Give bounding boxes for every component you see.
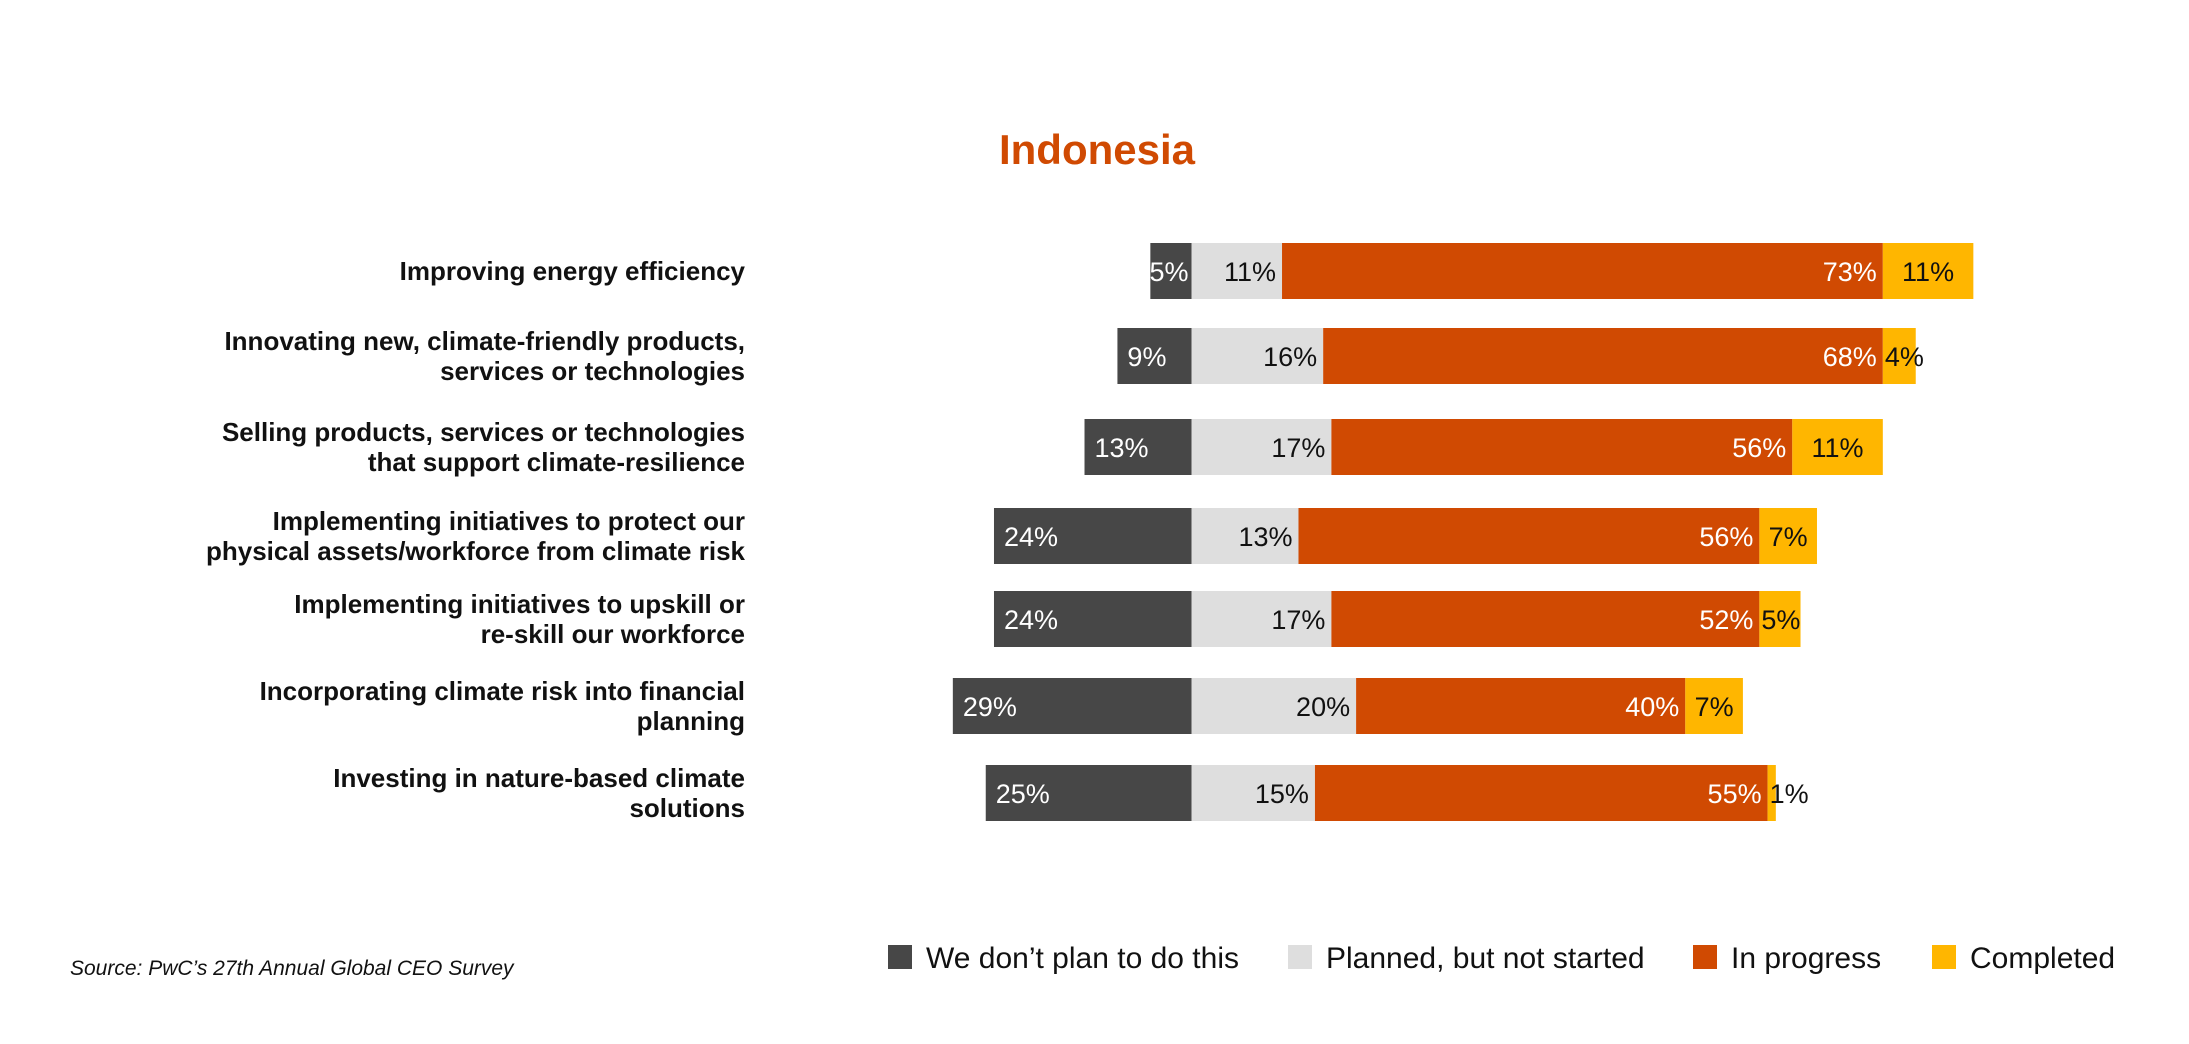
bar-segment bbox=[1191, 508, 1299, 564]
data-label: 7% bbox=[1769, 522, 1808, 552]
data-label: 11% bbox=[1812, 433, 1864, 463]
legend-label: Planned, but not started bbox=[1326, 942, 1645, 975]
legend: We don’t plan to do this Planned, but not… bbox=[888, 942, 2115, 975]
category-label: re-skill our workforce bbox=[481, 619, 745, 649]
bars-layer: Improving energy efficiency 5% 11% 73% 11% In… bbox=[206, 243, 1974, 823]
bar-segment bbox=[1356, 678, 1686, 734]
legend-item: We don’t plan to do this bbox=[888, 942, 1239, 975]
legend-swatch bbox=[888, 945, 912, 969]
category-label: Incorporating climate risk into financia… bbox=[260, 676, 745, 706]
bar-segment bbox=[1117, 328, 1192, 384]
data-label: 16% bbox=[1263, 342, 1317, 372]
bar-segment bbox=[1191, 591, 1332, 647]
data-label: 25% bbox=[996, 779, 1050, 809]
bar-segment bbox=[1150, 243, 1192, 299]
bar-row: Innovating new, climate-friendly product… bbox=[224, 326, 1923, 386]
bar-segment bbox=[1331, 591, 1760, 647]
data-label: 17% bbox=[1271, 433, 1325, 463]
data-label: 73% bbox=[1823, 257, 1877, 287]
legend-swatch bbox=[1288, 945, 1312, 969]
data-label: 13% bbox=[1095, 433, 1149, 463]
bar-segment bbox=[1882, 243, 1974, 299]
category-label: Implementing initiatives to protect our bbox=[273, 506, 745, 536]
data-label: 4% bbox=[1885, 342, 1924, 372]
bar-row: Incorporating climate risk into financia… bbox=[260, 676, 1743, 736]
data-label: 11% bbox=[1224, 257, 1276, 287]
category-label: solutions bbox=[629, 793, 745, 823]
legend-item: In progress bbox=[1693, 942, 1881, 975]
category-label: Investing in nature-based climate bbox=[333, 763, 745, 793]
source-note: Source: PwC’s 27th Annual Global CEO Sur… bbox=[70, 957, 515, 980]
data-label: 55% bbox=[1708, 779, 1762, 809]
bar-segment bbox=[1685, 678, 1743, 734]
bar-row: Investing in nature-based climatesolutio… bbox=[333, 763, 1808, 823]
bar-segment bbox=[1331, 419, 1793, 475]
data-label: 13% bbox=[1238, 522, 1292, 552]
legend-label: Completed bbox=[1970, 942, 2115, 975]
data-label: 56% bbox=[1732, 433, 1786, 463]
category-label: Improving energy efficiency bbox=[400, 256, 746, 286]
bar-segment bbox=[1882, 328, 1916, 384]
bar-segment bbox=[993, 508, 1192, 564]
bar-segment bbox=[1191, 765, 1315, 821]
data-label: 68% bbox=[1823, 342, 1877, 372]
bar-segment bbox=[1759, 508, 1817, 564]
data-label: 1% bbox=[1770, 779, 1809, 809]
bar-segment bbox=[1759, 591, 1801, 647]
data-label: 52% bbox=[1699, 605, 1753, 635]
bar-segment bbox=[1282, 243, 1883, 299]
bar-row: Improving energy efficiency 5% 11% 73% 11% bbox=[400, 243, 1974, 299]
legend-swatch bbox=[1693, 945, 1717, 969]
data-label: 5% bbox=[1761, 605, 1800, 635]
bar-segment bbox=[1323, 328, 1883, 384]
category-label: Implementing initiatives to upskill or bbox=[294, 589, 745, 619]
category-label: that support climate-resilience bbox=[368, 447, 745, 477]
data-label: 24% bbox=[1004, 522, 1058, 552]
bar-row: Implementing initiatives to upskill orre… bbox=[294, 589, 1801, 649]
data-label: 9% bbox=[1127, 342, 1166, 372]
bar-segment bbox=[985, 765, 1192, 821]
data-label: 24% bbox=[1004, 605, 1058, 635]
bar-segment bbox=[952, 678, 1192, 734]
bar-segment bbox=[1191, 243, 1283, 299]
bar-segment bbox=[1298, 508, 1760, 564]
data-label: 7% bbox=[1695, 692, 1734, 722]
legend-item: Completed bbox=[1932, 942, 2115, 975]
bar-segment bbox=[1314, 765, 1768, 821]
bar-segment bbox=[1084, 419, 1192, 475]
data-label: 15% bbox=[1255, 779, 1309, 809]
data-label: 5% bbox=[1149, 257, 1188, 287]
bar-segment bbox=[1191, 328, 1324, 384]
bar-segment bbox=[1191, 419, 1332, 475]
data-label: 11% bbox=[1902, 257, 1954, 287]
category-label: services or technologies bbox=[440, 356, 745, 386]
category-label: Innovating new, climate-friendly product… bbox=[224, 326, 745, 356]
bar-segment bbox=[1767, 765, 1776, 821]
legend-label: In progress bbox=[1731, 942, 1881, 975]
data-label: 29% bbox=[963, 692, 1017, 722]
data-label: 40% bbox=[1625, 692, 1679, 722]
data-label: 20% bbox=[1296, 692, 1350, 722]
bar-segment bbox=[1792, 419, 1883, 475]
chart-title: Indonesia bbox=[999, 126, 1196, 173]
bar-segment bbox=[993, 591, 1192, 647]
legend-swatch bbox=[1932, 945, 1956, 969]
bar-segment bbox=[1191, 678, 1357, 734]
legend-label: We don’t plan to do this bbox=[926, 942, 1239, 975]
bar-row: Implementing initiatives to protect ourp… bbox=[206, 506, 1817, 566]
bar-row: Selling products, services or technologi… bbox=[222, 417, 1883, 477]
legend-item: Planned, but not started bbox=[1288, 942, 1645, 975]
data-label: 56% bbox=[1699, 522, 1753, 552]
category-label: planning bbox=[637, 706, 745, 736]
category-label: Selling products, services or technologi… bbox=[222, 417, 745, 447]
data-label: 17% bbox=[1271, 605, 1325, 635]
category-label: physical assets/workforce from climate r… bbox=[206, 536, 746, 566]
